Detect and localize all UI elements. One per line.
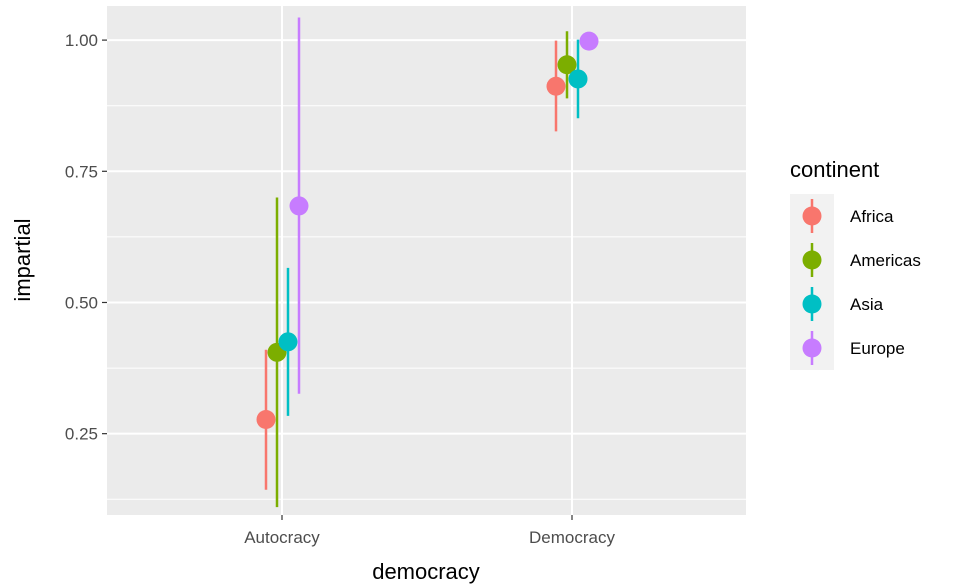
- series-layer: [256, 17, 599, 508]
- series-europe: [289, 17, 599, 394]
- y-tick-label: 0.50: [65, 293, 98, 312]
- series-asia: [278, 39, 588, 416]
- plot-panel: [107, 6, 746, 515]
- y-tick-label: 1.00: [65, 31, 98, 50]
- data-point: [278, 332, 298, 352]
- legend-label: Americas: [850, 251, 921, 270]
- y-tick-label: 0.25: [65, 425, 98, 444]
- x-tick-label: Autocracy: [244, 528, 320, 547]
- legend: continent Africa Americas Asia Europe: [790, 157, 921, 370]
- x-axis: Autocracy Democracy: [244, 515, 615, 547]
- data-point: [557, 55, 577, 75]
- legend-item-europe: Europe: [802, 331, 905, 365]
- legend-items: Africa Americas Asia Europe: [802, 199, 921, 365]
- legend-item-asia: Asia: [802, 287, 884, 321]
- series-africa: [256, 40, 566, 490]
- y-axis-title: impartial: [10, 218, 35, 301]
- legend-title: continent: [790, 157, 879, 182]
- data-point: [546, 76, 566, 96]
- legend-item-americas: Americas: [802, 243, 921, 277]
- x-tick-label: Democracy: [529, 528, 615, 547]
- data-point: [579, 31, 599, 51]
- y-tick-label: 0.75: [65, 162, 98, 181]
- legend-key-point: [802, 206, 822, 226]
- grid-major: [107, 6, 746, 515]
- x-axis-title: democracy: [372, 559, 480, 584]
- series-americas: [267, 31, 577, 508]
- legend-label: Africa: [850, 207, 894, 226]
- y-axis: 0.25 0.50 0.75 1.00: [65, 31, 107, 444]
- data-point: [289, 196, 309, 216]
- legend-key-point: [802, 338, 822, 358]
- legend-item-africa: Africa: [802, 199, 894, 233]
- legend-key-point: [802, 250, 822, 270]
- data-point: [568, 69, 588, 89]
- grid-minor: [107, 105, 746, 500]
- legend-label: Asia: [850, 295, 884, 314]
- legend-key-point: [802, 294, 822, 314]
- legend-label: Europe: [850, 339, 905, 358]
- data-point: [256, 409, 276, 429]
